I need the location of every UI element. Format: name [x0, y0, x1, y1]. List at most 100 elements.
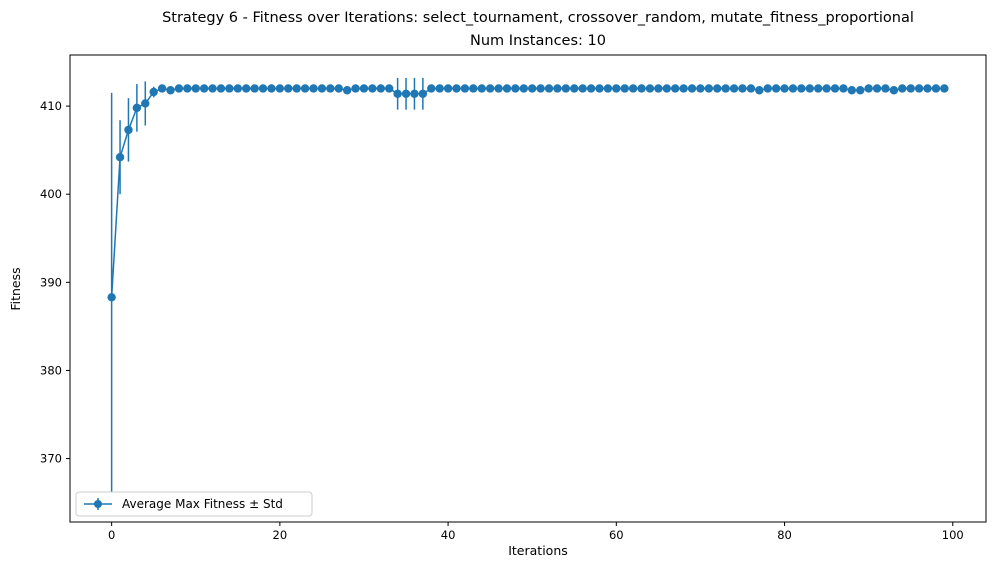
data-point: [199, 84, 209, 93]
data-point: [797, 84, 806, 93]
y-tick-label: 410: [40, 99, 62, 113]
data-point: [334, 84, 343, 93]
data-point: [435, 84, 444, 93]
data-point: [670, 84, 680, 93]
data-point: [342, 86, 352, 95]
y-tick-label: 390: [40, 275, 62, 289]
data-point: [124, 125, 133, 135]
y-axis: 370 380 390 400 410: [40, 99, 70, 466]
data-point: [595, 84, 604, 93]
data-point: [401, 89, 411, 98]
data-point: [763, 84, 772, 93]
data-point: [612, 84, 621, 93]
data-point: [132, 103, 142, 113]
legend-label: Average Max Fitness ± Std: [122, 497, 283, 511]
data-point: [166, 86, 175, 95]
data-point: [628, 84, 638, 93]
y-tick-label: 380: [40, 363, 62, 377]
data-point: [553, 84, 562, 93]
data-point: [191, 84, 200, 93]
data-point: [502, 84, 512, 93]
error-bars: [110, 77, 424, 502]
data-point: [847, 86, 857, 95]
data-point: [494, 84, 503, 93]
data-point: [174, 84, 184, 93]
data-point: [418, 89, 428, 98]
data-point: [477, 84, 486, 93]
data-point: [721, 84, 730, 93]
data-point: [233, 84, 243, 93]
data-point: [292, 84, 301, 93]
x-tick-label: 60: [609, 528, 624, 542]
data-point: [536, 84, 545, 93]
data-point: [149, 87, 158, 97]
data-point: [662, 84, 671, 93]
data-point: [696, 84, 705, 93]
data-point: [898, 84, 907, 93]
data-point: [410, 89, 419, 98]
data-point: [637, 84, 646, 93]
data-point: [570, 84, 579, 93]
data-point: [427, 84, 436, 93]
y-tick-label: 370: [40, 452, 62, 466]
x-tick-label: 0: [108, 528, 115, 542]
data-point: [216, 84, 226, 93]
data-point: [443, 84, 453, 93]
data-point: [839, 84, 848, 93]
x-tick-label: 40: [441, 528, 456, 542]
data-point: [830, 84, 840, 93]
x-axis: 0 20 40 60 80 100: [108, 522, 964, 542]
data-point: [528, 84, 537, 93]
data-point: [157, 84, 167, 93]
data-point: [923, 84, 932, 93]
plot-area: [69, 54, 987, 523]
x-tick-label: 80: [777, 528, 792, 542]
data-point: [788, 84, 798, 93]
data-point: [225, 84, 234, 93]
data-point: [368, 84, 377, 93]
data-point: [864, 84, 873, 93]
data-point: [385, 84, 394, 93]
data-point: [242, 84, 251, 93]
data-point: [645, 84, 655, 93]
chart-title: Strategy 6 - Fitness over Iterations: se…: [162, 10, 914, 26]
data-point: [679, 84, 688, 93]
data-point: [603, 84, 613, 93]
data-point: [208, 84, 217, 93]
legend-box: [75, 491, 313, 517]
data-point: [544, 84, 554, 93]
data-point: [729, 84, 739, 93]
data-point: [746, 84, 756, 93]
data-point: [755, 86, 764, 95]
series-line: [110, 87, 945, 298]
data-point: [300, 84, 310, 93]
data-point: [561, 84, 571, 93]
data-point: [872, 84, 882, 93]
data-point: [822, 84, 831, 93]
data-point: [460, 84, 470, 93]
data-point: [805, 84, 814, 93]
data-point: [881, 84, 890, 93]
series-markers: [107, 84, 949, 302]
data-point: [258, 84, 268, 93]
data-point: [267, 84, 276, 93]
data-point: [931, 84, 941, 93]
data-point: [780, 84, 789, 93]
y-axis-label: Fitness: [8, 267, 23, 310]
x-tick-label: 100: [942, 528, 964, 542]
data-point: [452, 84, 461, 93]
plot-frame: [69, 54, 987, 523]
data-point: [738, 84, 747, 93]
data-point: [586, 84, 596, 93]
data-point: [469, 84, 478, 93]
data-point: [359, 84, 369, 93]
data-point: [519, 84, 528, 93]
data-point: [141, 99, 150, 108]
data-point: [107, 293, 116, 302]
data-point: [115, 153, 125, 162]
data-point: [654, 84, 663, 93]
data-point: [326, 84, 335, 93]
data-point: [578, 84, 587, 93]
x-tick-label: 20: [273, 528, 288, 542]
